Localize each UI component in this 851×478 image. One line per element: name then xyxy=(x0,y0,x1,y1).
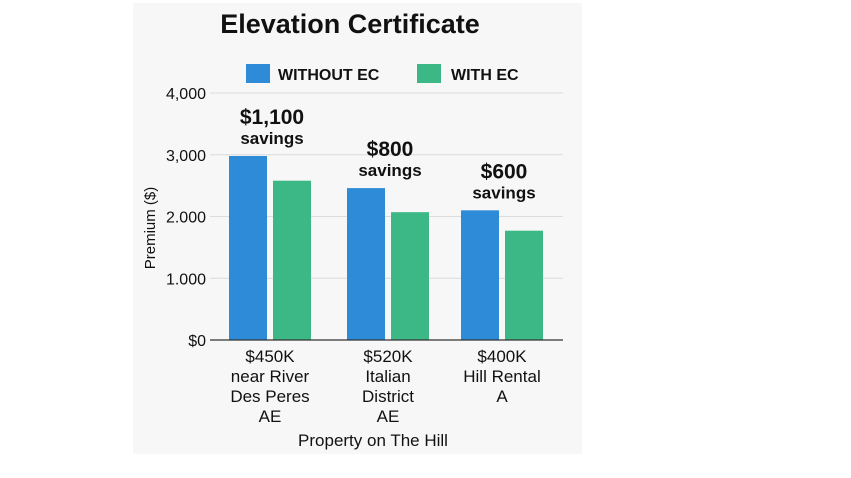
legend-label-with-ec: WITH EC xyxy=(451,67,519,84)
savings-amount: $800 xyxy=(367,138,414,161)
bar-without-ec xyxy=(461,210,499,340)
chart-title: Elevation Certificate xyxy=(220,9,480,39)
savings-word: savings xyxy=(472,183,535,202)
savings-word: savings xyxy=(240,129,303,148)
y-axis-label: Premium ($) xyxy=(142,187,159,270)
y-tick-label: $0 xyxy=(188,333,206,350)
category-label: $400K Hill Rental A xyxy=(463,347,540,406)
bar-with-ec xyxy=(505,230,543,340)
y-tick-labels: $0 1.000 2.000 3,000 4,000 xyxy=(166,86,206,350)
y-tick-label: 1.000 xyxy=(166,271,206,288)
bar-with-ec xyxy=(273,180,311,340)
y-tick-label: 2.000 xyxy=(166,210,206,227)
savings-word: savings xyxy=(358,161,421,180)
grid-lines xyxy=(210,92,563,279)
savings-amount: $600 xyxy=(481,160,528,183)
legend: WITHOUT EC WITH EC xyxy=(246,64,519,84)
legend-label-without-ec: WITHOUT EC xyxy=(278,67,380,84)
bar-without-ec xyxy=(347,188,385,340)
bar-with-ec xyxy=(391,212,429,340)
bar-without-ec xyxy=(229,155,267,340)
legend-swatch-with-ec xyxy=(417,64,441,83)
category-label: $520K Italian District AE xyxy=(362,347,414,426)
y-tick-label: 4,000 xyxy=(166,86,206,103)
x-axis-label: Property on The Hill xyxy=(298,431,448,450)
savings-amount: $1,100 xyxy=(240,106,304,129)
y-tick-label: 3,000 xyxy=(166,148,206,165)
category-labels: $450K near River Des Peres AE $520K Italian Di… xyxy=(230,347,540,426)
legend-swatch-without-ec xyxy=(246,64,270,83)
category-label: $450K near River Des Peres AE xyxy=(230,347,309,426)
bars xyxy=(229,155,543,340)
